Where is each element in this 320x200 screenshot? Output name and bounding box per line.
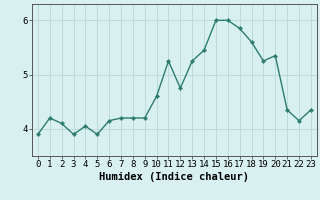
X-axis label: Humidex (Indice chaleur): Humidex (Indice chaleur) [100, 172, 249, 182]
